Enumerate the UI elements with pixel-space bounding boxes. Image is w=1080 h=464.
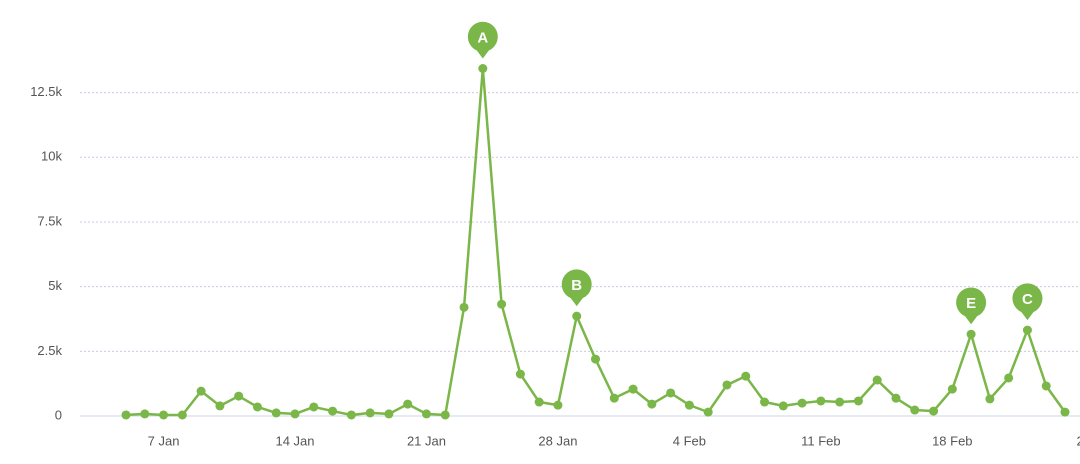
data-point	[647, 399, 657, 409]
x-tick-label: 21 Jan	[407, 433, 446, 448]
data-point	[666, 388, 676, 398]
data-point	[853, 396, 863, 406]
data-point	[553, 400, 563, 410]
data-point	[177, 410, 187, 420]
data-point	[384, 409, 394, 419]
y-tick-label: 0	[55, 407, 62, 422]
x-tick-label: 14 Jan	[275, 433, 314, 448]
annotation-label: B	[571, 277, 582, 294]
data-point	[966, 329, 976, 339]
y-tick-label: 2.5k	[37, 343, 62, 358]
data-point	[534, 397, 544, 407]
data-point	[478, 63, 488, 73]
annotation-pin	[1012, 283, 1043, 321]
data-point	[684, 400, 694, 410]
annotation-label: C	[1022, 291, 1033, 308]
data-point	[346, 410, 356, 420]
data-point	[609, 393, 619, 403]
y-tick-label: 7.5k	[37, 213, 62, 228]
data-point	[328, 406, 338, 416]
x-tick-label: 7 Jan	[148, 433, 180, 448]
data-point	[403, 399, 413, 409]
data-point	[985, 394, 995, 404]
data-point	[628, 384, 638, 394]
data-point	[816, 396, 826, 406]
x-tick-label: 4 Feb	[673, 433, 706, 448]
data-point	[591, 354, 600, 364]
data-point	[891, 393, 901, 403]
annotation-pin	[467, 21, 498, 59]
data-point	[515, 369, 525, 379]
data-point	[159, 410, 169, 420]
annotation-pin	[561, 269, 592, 307]
y-tick-label: 10k	[41, 149, 62, 164]
data-point	[703, 407, 713, 417]
data-point	[215, 401, 225, 411]
x-tick-label: 11 Feb	[801, 433, 841, 448]
data-point	[234, 391, 244, 401]
data-point	[1041, 381, 1051, 391]
x-tick-label: 18 Feb	[932, 433, 972, 448]
data-point	[309, 402, 319, 412]
data-point	[947, 384, 957, 394]
data-point	[910, 405, 920, 415]
data-point	[440, 410, 450, 420]
data-point	[252, 402, 262, 412]
y-tick-label: 5k	[48, 278, 62, 293]
data-point	[1022, 325, 1032, 335]
data-point	[196, 386, 206, 396]
data-point	[872, 375, 882, 385]
data-point	[797, 398, 807, 408]
data-point	[459, 302, 469, 312]
data-point	[271, 408, 281, 418]
x-tick-label: 28 Jan	[538, 433, 577, 448]
data-point	[1060, 407, 1070, 417]
data-point	[572, 311, 582, 321]
annotation-label: A	[477, 29, 488, 46]
data-point	[290, 409, 300, 419]
data-point	[140, 409, 150, 419]
data-point	[741, 371, 751, 381]
data-point	[421, 409, 431, 419]
data-point	[365, 408, 375, 418]
y-tick-label: 12.5k	[30, 84, 62, 99]
annotation-label: E	[966, 295, 976, 312]
data-point	[722, 380, 732, 390]
data-point	[929, 406, 939, 416]
data-point	[778, 401, 788, 411]
data-point	[121, 410, 131, 420]
x-tick-label: 25	[1077, 433, 1080, 448]
data-point	[1004, 373, 1014, 383]
data-point	[497, 299, 507, 309]
data-point	[835, 397, 845, 407]
annotation-pin	[956, 287, 987, 325]
data-point	[760, 397, 770, 407]
